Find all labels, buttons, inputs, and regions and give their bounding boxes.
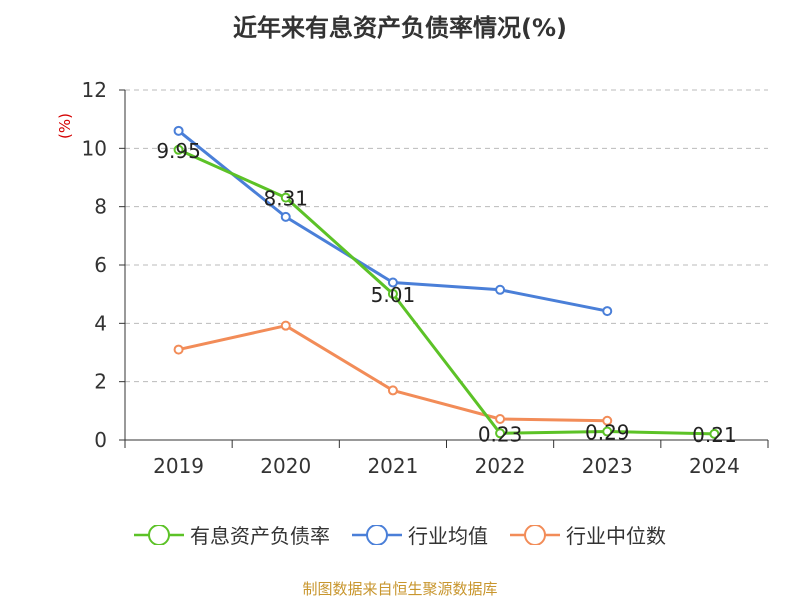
x-tick-label: 2024 <box>689 454 740 478</box>
legend-item-series-0[interactable]: 有息资产负债率 <box>134 520 330 549</box>
y-tick-label: 6 <box>94 253 107 277</box>
y-axis-label: (%) <box>56 113 74 139</box>
y-tick-label: 4 <box>94 311 107 335</box>
data-point <box>602 415 613 426</box>
legend-marker-icon <box>352 524 402 545</box>
data-label: 0.21 <box>692 423 737 447</box>
y-tick-label: 0 <box>94 428 107 452</box>
data-point <box>495 284 506 295</box>
legend-marker-icon <box>510 524 560 545</box>
data-label: 8.31 <box>263 187 308 211</box>
x-tick-label: 2023 <box>582 454 633 478</box>
data-point <box>173 125 184 136</box>
x-tick-label: 2020 <box>260 454 311 478</box>
x-tick-label: 2019 <box>153 454 204 478</box>
legend-marker-icon <box>134 524 184 545</box>
legend-item-series-1[interactable]: 行业均值 <box>352 520 488 549</box>
series-line-2 <box>178 324 608 423</box>
data-point <box>709 428 720 439</box>
x-tick-label: 2021 <box>367 454 418 478</box>
data-point <box>387 385 398 396</box>
series-line-0 <box>177 148 715 436</box>
x-tick-label: 2022 <box>475 454 526 478</box>
data-point <box>387 288 398 299</box>
data-point <box>173 144 184 155</box>
source-note: 制图数据来自恒生聚源数据库 <box>302 580 498 598</box>
legend-label: 有息资产负债率 <box>190 524 330 548</box>
data-point <box>280 320 291 331</box>
y-tick-label: 10 <box>82 136 107 160</box>
data-point <box>280 192 291 203</box>
data-point <box>280 211 291 222</box>
data-label: 0.29 <box>585 421 630 445</box>
data-point <box>387 277 398 288</box>
legend-item-series-2[interactable]: 行业中位数 <box>510 520 666 549</box>
data-label: 5.01 <box>371 283 416 307</box>
data-point <box>495 414 506 424</box>
data-label: 9.95 <box>156 139 201 163</box>
data-point <box>495 428 506 439</box>
y-tick-label: 12 <box>82 78 107 102</box>
data-point <box>602 426 613 437</box>
y-tick-label: 2 <box>94 370 107 394</box>
data-point <box>173 344 184 355</box>
data-point <box>602 306 613 317</box>
legend-label: 行业均值 <box>408 524 488 548</box>
chart-legend: 有息资产负债率 行业均值 行业中位数 <box>0 520 800 549</box>
y-tick-label: 8 <box>94 195 107 219</box>
chart-title: 近年来有息资产负债率情况(%) <box>233 14 567 42</box>
data-label: 0.23 <box>478 422 523 446</box>
legend-label: 行业中位数 <box>566 524 666 548</box>
